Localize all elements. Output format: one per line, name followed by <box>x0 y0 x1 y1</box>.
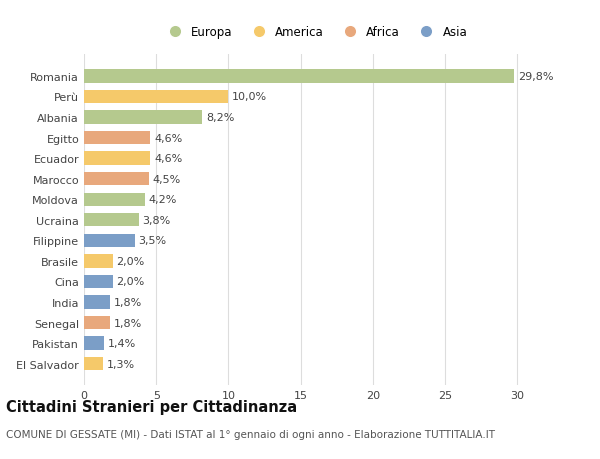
Bar <box>84 255 113 268</box>
Text: 1,8%: 1,8% <box>113 318 142 328</box>
Bar <box>84 357 103 370</box>
Bar <box>84 173 149 186</box>
Text: 1,4%: 1,4% <box>108 338 136 348</box>
Text: 4,5%: 4,5% <box>152 174 181 185</box>
Text: Cittadini Stranieri per Cittadinanza: Cittadini Stranieri per Cittadinanza <box>6 399 297 414</box>
Text: 8,2%: 8,2% <box>206 113 235 123</box>
Text: 4,6%: 4,6% <box>154 154 182 164</box>
Text: COMUNE DI GESSATE (MI) - Dati ISTAT al 1° gennaio di ogni anno - Elaborazione TU: COMUNE DI GESSATE (MI) - Dati ISTAT al 1… <box>6 429 495 439</box>
Bar <box>84 70 514 84</box>
Bar <box>84 316 110 330</box>
Bar <box>84 296 110 309</box>
Text: 3,8%: 3,8% <box>142 215 171 225</box>
Text: 2,0%: 2,0% <box>116 277 145 287</box>
Bar <box>84 234 134 247</box>
Bar <box>84 275 113 289</box>
Text: 3,5%: 3,5% <box>138 236 166 246</box>
Legend: Europa, America, Africa, Asia: Europa, America, Africa, Asia <box>158 21 472 44</box>
Bar <box>84 90 229 104</box>
Bar <box>84 111 202 124</box>
Bar <box>84 132 151 145</box>
Bar <box>84 193 145 207</box>
Text: 1,3%: 1,3% <box>106 359 134 369</box>
Text: 2,0%: 2,0% <box>116 256 145 266</box>
Text: 10,0%: 10,0% <box>232 92 267 102</box>
Bar <box>84 213 139 227</box>
Text: 4,2%: 4,2% <box>148 195 176 205</box>
Bar <box>84 337 104 350</box>
Text: 29,8%: 29,8% <box>518 72 553 82</box>
Text: 4,6%: 4,6% <box>154 133 182 143</box>
Text: 1,8%: 1,8% <box>113 297 142 308</box>
Bar <box>84 152 151 165</box>
